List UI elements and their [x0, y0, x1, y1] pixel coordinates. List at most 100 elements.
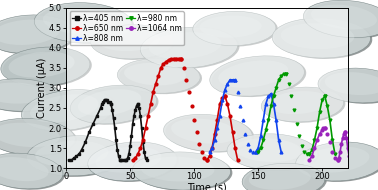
λ=980 nm — [276, 79, 281, 81]
Ellipse shape — [281, 23, 354, 49]
λ=980 nm — [269, 105, 273, 107]
Ellipse shape — [274, 19, 372, 59]
λ=808 nm — [217, 115, 222, 117]
Y-axis label: Current (μA): Current (μA) — [37, 58, 47, 118]
Ellipse shape — [91, 25, 174, 59]
λ=980 nm — [274, 87, 278, 89]
λ=650 nm — [171, 57, 176, 60]
λ=650 nm — [166, 59, 171, 61]
Ellipse shape — [0, 157, 49, 181]
λ=1064 nm — [307, 159, 311, 161]
Ellipse shape — [212, 57, 306, 97]
Ellipse shape — [119, 60, 202, 94]
Ellipse shape — [272, 18, 370, 58]
λ=1064 nm — [320, 129, 324, 131]
Ellipse shape — [43, 8, 116, 34]
Ellipse shape — [195, 12, 278, 47]
Ellipse shape — [263, 88, 345, 123]
λ=650 nm — [164, 61, 168, 63]
Ellipse shape — [23, 91, 116, 132]
λ=650 nm — [133, 157, 138, 159]
λ=650 nm — [153, 83, 158, 85]
λ=650 nm — [130, 159, 135, 161]
Ellipse shape — [261, 87, 344, 122]
Ellipse shape — [218, 60, 288, 88]
λ=1064 nm — [317, 133, 322, 135]
Ellipse shape — [124, 63, 186, 85]
λ=980 nm — [279, 75, 284, 77]
Ellipse shape — [325, 72, 378, 95]
Ellipse shape — [36, 4, 134, 44]
λ=808 nm — [225, 83, 230, 85]
Ellipse shape — [193, 11, 276, 46]
Ellipse shape — [0, 118, 75, 155]
Ellipse shape — [0, 79, 60, 111]
Ellipse shape — [35, 141, 108, 167]
Ellipse shape — [98, 29, 160, 51]
Ellipse shape — [3, 48, 92, 87]
Legend: λ=405 nm, λ=650 nm, λ=808 nm, λ=980 nm, λ=1064 nm: λ=405 nm, λ=650 nm, λ=808 nm, λ=980 nm, … — [70, 11, 184, 45]
λ=808 nm — [230, 79, 235, 81]
Ellipse shape — [166, 115, 254, 153]
λ=1064 nm — [310, 155, 314, 157]
λ=405 nm — [83, 141, 88, 143]
Ellipse shape — [143, 28, 239, 69]
λ=808 nm — [233, 79, 237, 81]
Ellipse shape — [229, 135, 319, 171]
Ellipse shape — [0, 80, 62, 112]
Ellipse shape — [29, 137, 126, 177]
Ellipse shape — [200, 15, 262, 38]
λ=1064 nm — [321, 127, 326, 129]
Ellipse shape — [0, 16, 77, 54]
Ellipse shape — [72, 86, 158, 125]
Line: λ=405 nm: λ=405 nm — [67, 99, 106, 162]
Ellipse shape — [149, 32, 222, 59]
λ=808 nm — [207, 151, 212, 153]
Ellipse shape — [1, 47, 90, 86]
λ=980 nm — [271, 95, 276, 97]
λ=650 nm — [151, 91, 155, 93]
λ=808 nm — [212, 139, 217, 141]
Line: λ=980 nm: λ=980 nm — [257, 72, 288, 154]
λ=980 nm — [282, 73, 286, 75]
Ellipse shape — [297, 143, 378, 182]
Ellipse shape — [96, 147, 161, 173]
Line: λ=1064 nm: λ=1064 nm — [308, 127, 326, 162]
Ellipse shape — [118, 59, 200, 93]
Ellipse shape — [90, 143, 179, 182]
Line: λ=650 nm: λ=650 nm — [131, 57, 183, 162]
Ellipse shape — [132, 152, 231, 190]
λ=980 nm — [263, 129, 268, 131]
λ=650 nm — [174, 57, 178, 60]
λ=405 nm — [67, 159, 71, 161]
Ellipse shape — [93, 26, 176, 60]
Ellipse shape — [318, 68, 378, 103]
Ellipse shape — [235, 138, 302, 162]
λ=405 nm — [77, 153, 81, 155]
λ=980 nm — [256, 151, 260, 153]
λ=808 nm — [220, 99, 225, 101]
Ellipse shape — [0, 153, 63, 189]
λ=650 nm — [138, 147, 143, 149]
Ellipse shape — [0, 123, 60, 147]
λ=650 nm — [159, 67, 163, 69]
λ=650 nm — [177, 57, 181, 60]
λ=650 nm — [161, 63, 166, 65]
Ellipse shape — [27, 136, 124, 176]
Ellipse shape — [296, 142, 378, 181]
λ=808 nm — [223, 89, 227, 91]
λ=980 nm — [261, 139, 265, 141]
Ellipse shape — [9, 52, 74, 78]
Ellipse shape — [311, 5, 377, 30]
Ellipse shape — [30, 94, 98, 122]
λ=405 nm — [94, 115, 99, 117]
λ=808 nm — [228, 79, 232, 81]
Ellipse shape — [0, 154, 65, 190]
Line: λ=808 nm: λ=808 nm — [208, 78, 237, 154]
Ellipse shape — [171, 119, 237, 144]
Ellipse shape — [210, 56, 304, 96]
λ=405 nm — [71, 157, 76, 159]
λ=650 nm — [143, 127, 148, 129]
λ=980 nm — [259, 147, 263, 149]
Ellipse shape — [249, 167, 311, 190]
